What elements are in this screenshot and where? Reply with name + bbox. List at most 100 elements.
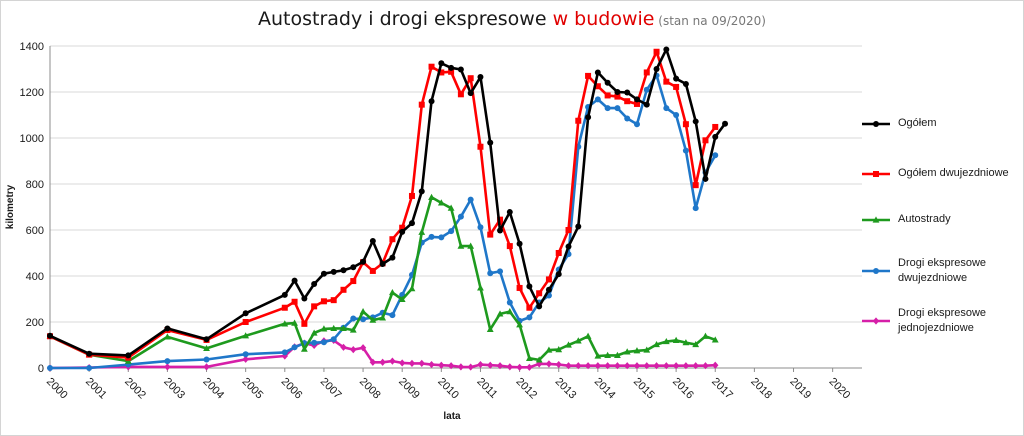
data-point-drogi-ekspresowe-jednojezdniowe	[340, 343, 347, 351]
data-point-drogi-ekspresowe-jednojezdniowe	[369, 358, 377, 366]
data-point-drogi-ekspresowe-dwujezdniowe	[86, 365, 93, 371]
data-point-ogolem-dwujezdniowe	[477, 143, 484, 150]
x-tick-label: 2003	[161, 376, 187, 402]
data-point-ogolem-dwujezdniowe	[340, 286, 347, 293]
data-point-drogi-ekspresowe-dwujezdniowe	[47, 365, 53, 371]
legend-swatch-ogolem-dwujezdniowe	[862, 170, 890, 177]
data-point-drogi-ekspresowe-jednojezdniowe	[663, 362, 670, 370]
data-point-ogolem	[643, 101, 650, 108]
data-point-ogolem-dwujezdniowe	[663, 78, 670, 85]
data-point-drogi-ekspresowe-dwujezdniowe	[673, 112, 680, 118]
data-point-ogolem	[399, 228, 406, 235]
y-tick-label: 600	[26, 225, 44, 237]
data-point-autostrady	[340, 324, 347, 332]
data-point-drogi-ekspresowe-jednojezdniowe	[712, 361, 719, 369]
data-point-autostrady	[565, 341, 572, 348]
data-point-drogi-ekspresowe-dwujezdniowe	[692, 205, 699, 212]
data-point-autostrady	[574, 337, 582, 344]
data-point-ogolem	[438, 60, 445, 67]
data-point-ogolem-dwujezdniowe	[516, 284, 523, 291]
legend-label: Autostrady	[898, 213, 951, 225]
data-point-ogolem	[692, 118, 699, 125]
data-point-drogi-ekspresowe-dwujezdniowe	[457, 213, 464, 220]
data-point-ogolem-dwujezdniowe	[604, 92, 611, 99]
data-point-autostrady	[330, 324, 338, 332]
x-tick-label: 2002	[122, 376, 148, 402]
data-point-ogolem	[712, 133, 719, 140]
x-tick-label: 2018	[748, 376, 774, 402]
data-point-drogi-ekspresowe-jednojezdniowe	[350, 346, 357, 354]
data-point-autostrady	[369, 316, 377, 323]
x-tick-label: 2001	[83, 376, 109, 402]
legend-label: Ogółem dwujezdniowe	[898, 167, 1009, 179]
legend-item-drogi-ekspresowe-jednojezdniowe: Drogi ekspresowe jednojezdniowe	[860, 306, 1018, 336]
data-point-autostrady	[643, 346, 651, 353]
data-point-autostrady	[467, 242, 475, 249]
data-point-ogolem	[86, 350, 93, 357]
data-point-drogi-ekspresowe-jednojezdniowe	[203, 363, 210, 371]
x-tick-label: 2019	[787, 376, 813, 402]
series-drogi-ekspresowe-dwujezdniowe	[47, 72, 719, 371]
data-point-ogolem	[565, 243, 572, 250]
data-point-ogolem	[340, 267, 347, 274]
data-point-ogolem-dwujezdniowe	[682, 121, 689, 128]
legend-label: Drogi ekspresowe jednojezdniowe	[898, 307, 987, 334]
data-point-drogi-ekspresowe-dwujezdniowe	[604, 105, 611, 112]
data-point-drogi-ekspresowe-jednojezdniowe	[702, 362, 709, 370]
data-point-drogi-ekspresowe-dwujezdniowe	[291, 344, 298, 351]
data-point-drogi-ekspresowe-jednojezdniowe	[672, 362, 680, 370]
data-point-drogi-ekspresowe-jednojezdniowe	[408, 359, 416, 367]
data-point-autostrady	[535, 356, 543, 363]
data-point-drogi-ekspresowe-jednojezdniowe	[643, 362, 650, 370]
data-point-autostrady	[203, 344, 210, 352]
data-point-drogi-ekspresowe-jednojezdniowe	[389, 357, 396, 365]
data-point-ogolem	[682, 80, 689, 87]
legend-swatch-autostrady	[862, 215, 890, 223]
data-point-ogolem-dwujezdniowe	[673, 83, 680, 90]
data-point-autostrady	[486, 325, 494, 332]
data-point-ogolem-dwujezdniowe	[614, 93, 621, 100]
data-point-ogolem-dwujezdniowe	[526, 304, 533, 311]
data-point-ogolem	[379, 261, 386, 268]
data-point-drogi-ekspresowe-jednojezdniowe	[633, 362, 641, 370]
data-point-ogolem	[428, 98, 435, 105]
data-point-autostrady	[516, 321, 523, 328]
y-tick-label: 800	[26, 179, 44, 191]
data-point-drogi-ekspresowe-jednojezdniowe	[506, 363, 514, 371]
data-point-ogolem-dwujezdniowe	[281, 304, 288, 311]
data-point-ogolem-dwujezdniowe	[545, 276, 552, 283]
data-point-autostrady	[447, 204, 455, 211]
data-point-ogolem-dwujezdniowe	[350, 278, 357, 285]
data-point-ogolem	[477, 74, 484, 81]
x-tick-label: 2013	[553, 376, 579, 402]
x-tick-label: 2015	[631, 376, 657, 402]
data-point-autostrady	[398, 295, 406, 303]
data-point-ogolem	[575, 223, 582, 230]
data-point-ogolem-dwujezdniowe	[242, 319, 249, 325]
data-point-ogolem	[526, 283, 533, 290]
y-tick-label: 0	[38, 363, 44, 375]
y-tick-label: 1000	[20, 133, 44, 145]
data-point-drogi-ekspresowe-jednojezdniowe	[457, 363, 465, 371]
data-point-ogolem-dwujezdniowe	[633, 100, 640, 107]
data-point-ogolem	[545, 286, 552, 293]
data-point-drogi-ekspresowe-dwujezdniowe	[477, 224, 484, 231]
x-tick-label: 2006	[279, 376, 305, 402]
y-tick-label: 400	[26, 271, 44, 283]
legend-item-ogolem-dwujezdniowe: Ogółem dwujezdniowe	[860, 166, 1018, 181]
data-point-autostrady	[623, 348, 631, 355]
y-tick-label: 1200	[20, 87, 44, 99]
legend-swatch-marker	[872, 317, 880, 325]
data-point-ogolem	[164, 325, 171, 332]
data-point-ogolem-dwujezdniowe	[692, 182, 699, 189]
series-lines	[46, 46, 729, 372]
data-point-autostrady	[692, 340, 700, 348]
data-point-drogi-ekspresowe-dwujezdniowe	[663, 105, 670, 112]
data-point-drogi-ekspresowe-jednojezdniowe	[575, 362, 582, 370]
legend-item-ogolem: Ogółem	[860, 116, 1018, 131]
data-point-drogi-ekspresowe-dwujezdniowe	[614, 105, 621, 112]
data-point-autostrady	[545, 346, 553, 353]
data-point-ogolem	[360, 258, 367, 265]
data-point-ogolem	[418, 188, 425, 195]
data-point-drogi-ekspresowe-jednojezdniowe	[604, 362, 611, 370]
